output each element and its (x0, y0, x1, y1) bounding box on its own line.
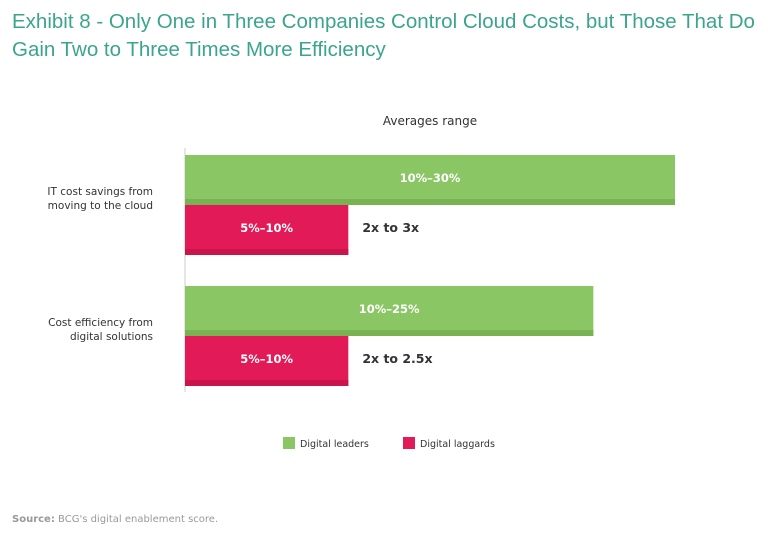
category-label: digital solutions (70, 331, 153, 343)
category-label: IT cost savings from (47, 186, 153, 198)
bar-stripe (185, 380, 349, 386)
legend-label: Digital laggards (420, 439, 495, 450)
data-label: 5%–10% (240, 221, 293, 235)
category-label: moving to the cloud (48, 200, 153, 212)
chart-subtitle: Averages range (382, 114, 478, 128)
data-label: 10%–30% (400, 171, 461, 185)
legend-swatch (283, 437, 295, 449)
legend-label: Digital leaders (300, 439, 369, 450)
bar-stripe (185, 199, 675, 205)
legend-swatch (403, 437, 415, 449)
source-label: Source: (12, 514, 55, 525)
source-text: BCG's digital enablement score. (58, 514, 219, 525)
ratio-annotation: 2x to 2.5x (362, 351, 432, 366)
bar-stripe (185, 330, 594, 336)
data-label: 5%–10% (240, 352, 293, 366)
bar-leaders (185, 155, 675, 205)
category-label: Cost efficiency from (48, 317, 153, 329)
bar-leaders (185, 286, 594, 336)
bar-stripe (185, 249, 349, 255)
bar-laggards (185, 336, 349, 386)
data-label: 10%–25% (359, 302, 420, 316)
chart-title: Exhibit 8 - Only One in Three Companies … (12, 10, 755, 61)
bar-laggards (185, 205, 349, 255)
ratio-annotation: 2x to 3x (362, 220, 419, 235)
source-note: Source: BCG's digital enablement score. (12, 514, 218, 525)
